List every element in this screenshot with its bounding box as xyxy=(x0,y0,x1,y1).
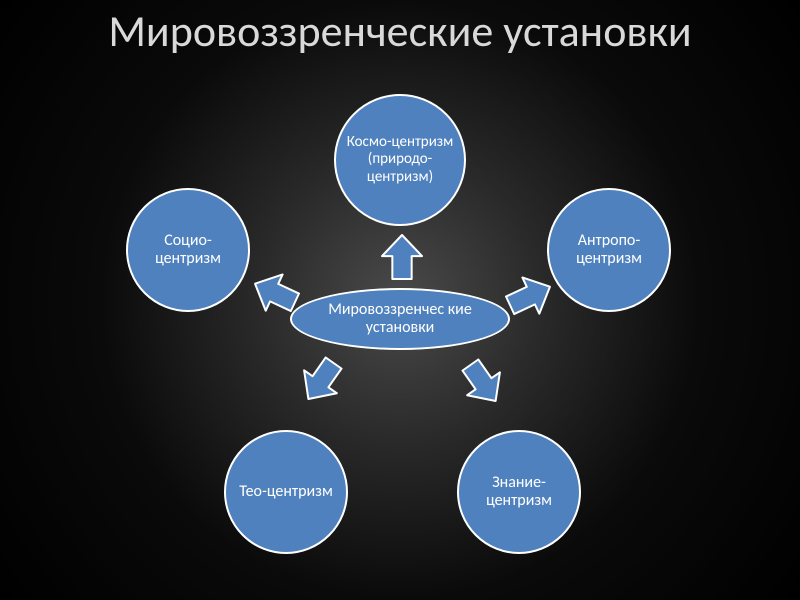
outer-node-antropo: Антропо-центризм xyxy=(547,188,671,312)
outer-node-teo: Тео-центризм xyxy=(224,430,348,554)
outer-node-znanie: Знание-центризм xyxy=(457,430,581,554)
center-node: Мировоззренчес кие установки xyxy=(290,288,510,350)
arrow-to-kosmo xyxy=(381,234,423,280)
arrow-to-teo xyxy=(291,350,352,412)
slide: Мировоззренческие установки Мировоззренч… xyxy=(0,0,800,600)
arrow-to-znanie xyxy=(453,352,514,414)
outer-node-socio: Социо-центризм xyxy=(126,188,250,312)
outer-node-kosmo: Космо-центризм (природо-центризм) xyxy=(334,94,466,226)
diagram: Мировоззренчес кие установки Космо-центри… xyxy=(0,0,800,600)
